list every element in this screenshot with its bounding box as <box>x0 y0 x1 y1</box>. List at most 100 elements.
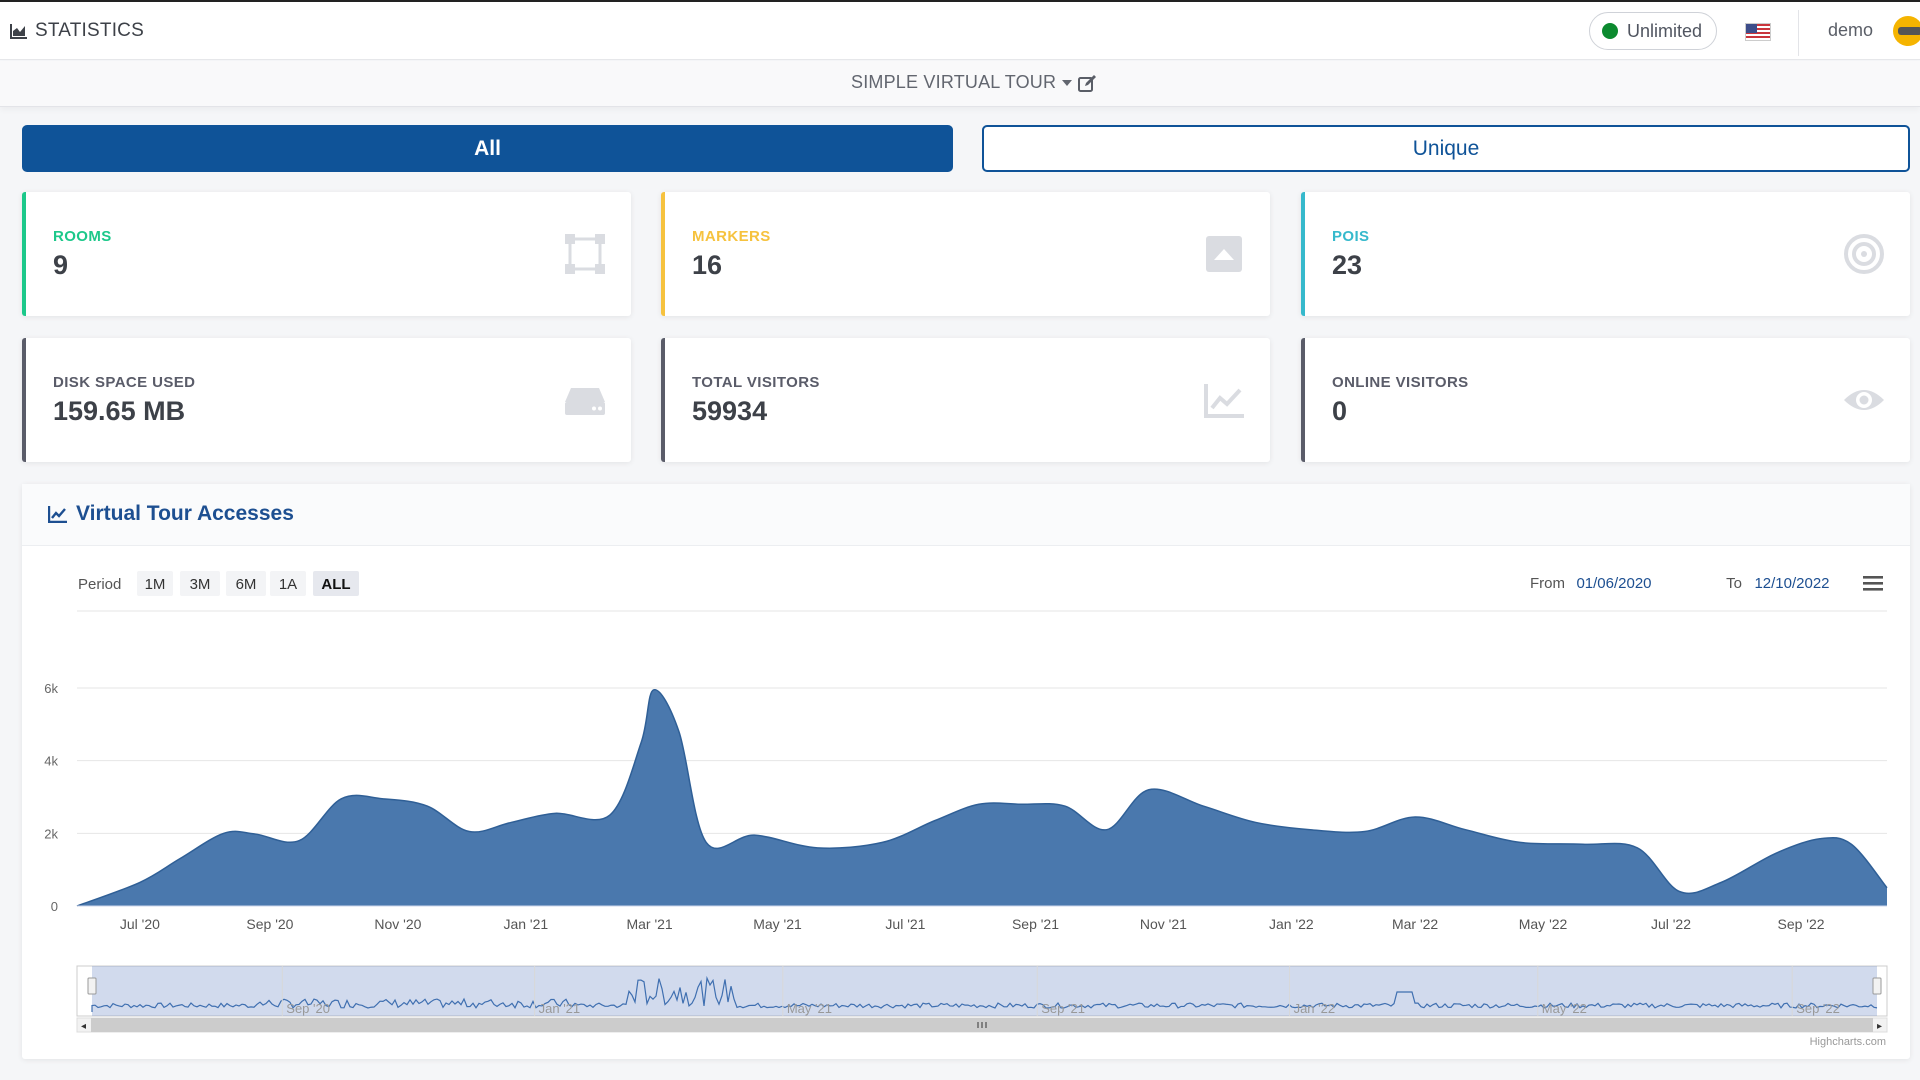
card-label: MARKERS <box>692 228 771 245</box>
period-label: Period <box>78 576 121 593</box>
caret-down-icon <box>1062 79 1073 86</box>
y-tick-label: 4k <box>44 754 58 769</box>
card-value: 16 <box>692 250 723 280</box>
chart-panel-title-text: Virtual Tour Accesses <box>76 502 294 525</box>
hamburger-menu-icon[interactable] <box>1863 576 1883 579</box>
x-tick-label: Jul '22 <box>1651 916 1691 932</box>
to-label: To <box>1726 575 1742 592</box>
y-tick-label: 2k <box>44 826 58 841</box>
navigator-selected-range <box>92 966 1877 1016</box>
chart-line-icon <box>1204 384 1244 418</box>
y-tick-label: 0 <box>51 899 58 914</box>
chart-panel: Virtual Tour Accesses Period 1M 3M 6M 1A ALL F… <box>22 484 1910 1059</box>
username[interactable]: demo <box>1828 20 1874 40</box>
eye-icon <box>1844 390 1884 410</box>
x-tick-label: Sep '20 <box>246 916 293 932</box>
tour-dropdown-label: SIMPLE VIRTUAL TOUR <box>851 72 1057 92</box>
navigator-tick-label: Sep '20 <box>286 1001 330 1016</box>
all-toggle-button[interactable]: All <box>22 125 953 172</box>
x-tick-label: Jan '22 <box>1269 916 1314 932</box>
card-value: 59934 <box>692 396 768 426</box>
range-button-all[interactable] <box>313 571 359 596</box>
online-visitors-card[interactable]: ONLINE VISITORS 0 <box>1301 338 1910 462</box>
vector-square-icon <box>565 234 605 274</box>
navigator-tick-label: Sep '22 <box>1796 1001 1840 1016</box>
disk-space-card[interactable]: DISK SPACE USED 159.65 MB <box>22 338 631 462</box>
range-button-label[interactable]: 1M <box>145 576 166 593</box>
card-label: ONLINE VISITORS <box>1332 374 1469 391</box>
navigator-right-handle[interactable] <box>1872 977 1882 995</box>
accesses-chart[interactable]: Period 1M 3M 6M 1A ALL From 01/06/2020 To 12/10/2… <box>22 484 1910 1059</box>
range-button-label[interactable]: ALL <box>321 576 350 593</box>
x-tick-label: Mar '22 <box>1392 916 1438 932</box>
status-dot-icon <box>1602 23 1618 39</box>
to-date-input[interactable]: 12/10/2022 <box>1754 575 1829 592</box>
hamburger-menu-icon[interactable] <box>1863 588 1883 591</box>
plan-label: Unlimited <box>1627 20 1703 41</box>
from-date-input[interactable]: 01/06/2020 <box>1576 575 1651 592</box>
x-tick-label: Sep '21 <box>1012 916 1059 932</box>
hdd-icon <box>565 388 605 415</box>
x-tick-label: Jul '20 <box>120 916 160 932</box>
range-button-label[interactable]: 6M <box>236 576 257 593</box>
us-flag-icon[interactable] <box>1745 23 1771 41</box>
accesses-area-series <box>77 689 1887 906</box>
range-button-1a[interactable] <box>270 571 306 596</box>
bullseye-icon <box>1844 234 1884 274</box>
card-value: 23 <box>1332 250 1363 280</box>
x-tick-label: Nov '20 <box>374 916 421 932</box>
pois-card[interactable]: POIS 23 <box>1301 192 1910 316</box>
plan-badge[interactable]: Unlimited <box>1589 12 1718 50</box>
caret-square-up-icon <box>1206 236 1242 272</box>
card-value: 159.65 MB <box>53 396 186 426</box>
navigator-series <box>91 975 1878 1012</box>
card-label: DISK SPACE USED <box>53 374 196 391</box>
tour-selector-bar: SIMPLE VIRTUAL TOUR <box>0 61 1920 107</box>
x-tick-label: Sep '22 <box>1777 916 1824 932</box>
topbar-divider <box>1798 10 1799 56</box>
page-title: STATISTICS <box>10 20 144 42</box>
tour-dropdown[interactable]: SIMPLE VIRTUAL TOUR <box>851 72 1073 93</box>
chart-panel-title: Virtual Tour Accesses <box>48 502 294 526</box>
card-value: 9 <box>53 250 69 280</box>
page-title-text: STATISTICS <box>35 20 144 41</box>
highcharts-credits: Highcharts.com <box>1810 1036 1886 1048</box>
edit-icon[interactable] <box>1077 74 1097 94</box>
hamburger-menu-icon[interactable] <box>1863 582 1883 585</box>
x-tick-label: May '21 <box>753 916 802 932</box>
y-tick-label: 6k <box>44 681 58 696</box>
x-tick-label: Nov '21 <box>1140 916 1187 932</box>
card-label: TOTAL VISITORS <box>692 374 820 391</box>
navigator-tick-label: Jan '22 <box>1294 1001 1336 1016</box>
unique-toggle-button[interactable]: Unique <box>982 125 1910 172</box>
navigator-tick-label: May '21 <box>787 1001 832 1016</box>
avatar[interactable] <box>1893 16 1920 46</box>
range-button-3m[interactable] <box>180 571 220 596</box>
navigator-left-handle[interactable] <box>87 977 97 995</box>
x-tick-label: Jan '21 <box>503 916 548 932</box>
card-label: POIS <box>1332 228 1370 245</box>
card-label: ROOMS <box>53 228 112 245</box>
scroll-left-arrow-icon[interactable]: ◂ <box>81 1021 86 1032</box>
x-tick-label: Mar '21 <box>626 916 672 932</box>
markers-card[interactable]: MARKERS 16 <box>661 192 1270 316</box>
range-button-label[interactable]: 1A <box>279 576 297 593</box>
chart-line-icon <box>48 506 67 523</box>
range-button-6m[interactable] <box>226 571 266 596</box>
accesses-line-series <box>76 689 1888 907</box>
x-tick-label: May '22 <box>1519 916 1568 932</box>
chart-panel-header: Virtual Tour Accesses <box>22 484 1910 546</box>
chart-area-icon <box>10 24 27 39</box>
total-visitors-card[interactable]: TOTAL VISITORS 59934 <box>661 338 1270 462</box>
navigator-tick-label: Jan '21 <box>539 1001 581 1016</box>
from-label: From <box>1530 575 1565 592</box>
top-bar: STATISTICS Unlimited demo <box>0 0 1920 60</box>
navigator-tick-label: May '22 <box>1542 1001 1587 1016</box>
scroll-right-arrow-icon[interactable]: ▸ <box>1877 1021 1882 1032</box>
range-button-label[interactable]: 3M <box>190 576 211 593</box>
rooms-card[interactable]: ROOMS 9 <box>22 192 631 316</box>
x-tick-label: Jul '21 <box>885 916 925 932</box>
navigator-tick-label: Sep '21 <box>1041 1001 1085 1016</box>
range-button-1m[interactable] <box>137 571 173 596</box>
card-value: 0 <box>1332 396 1348 426</box>
